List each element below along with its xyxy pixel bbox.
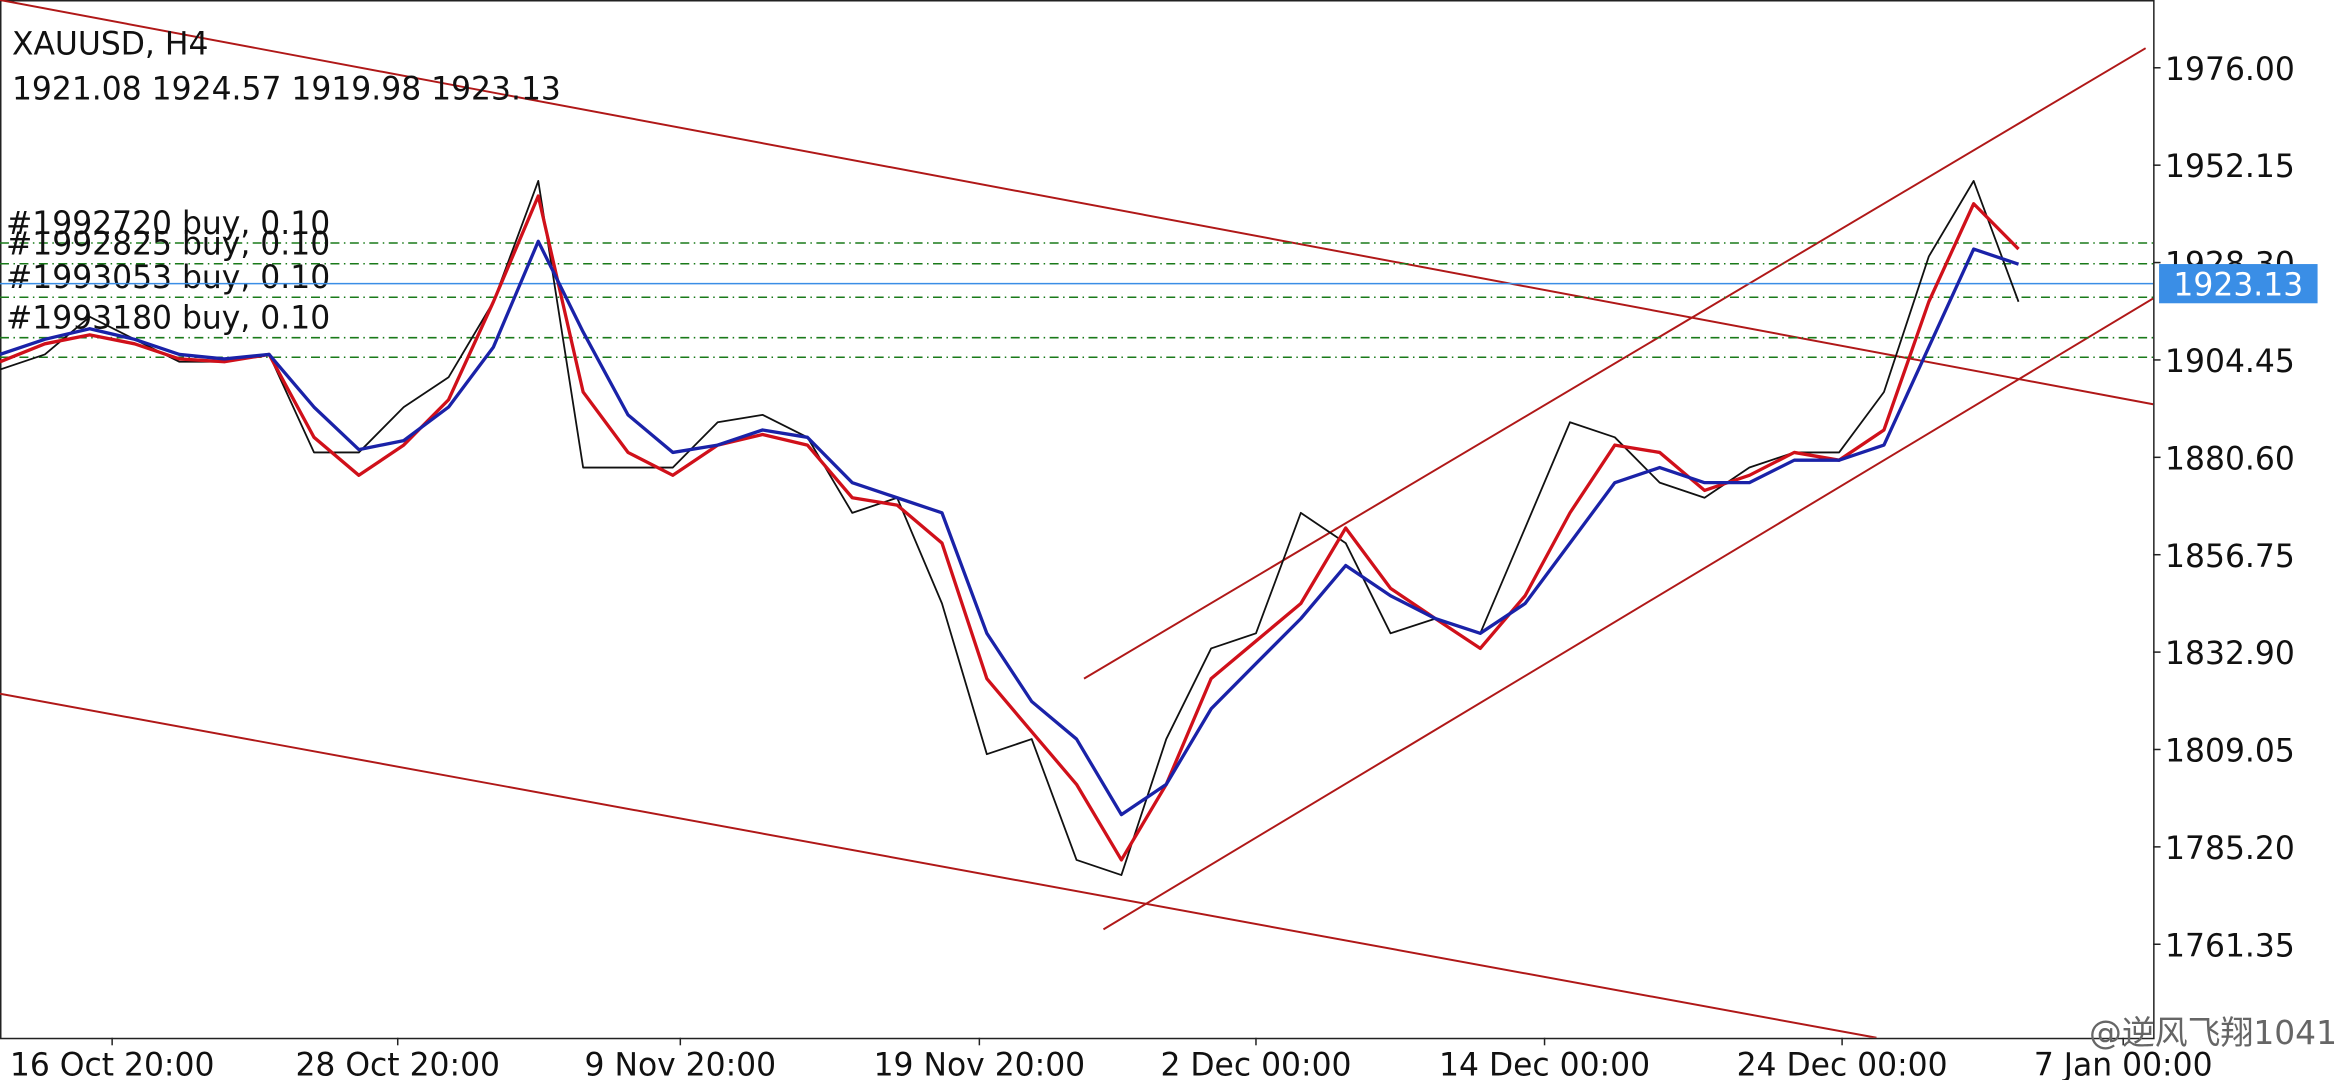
x-tick-label: 7 Jan 00:00 bbox=[2034, 1047, 2213, 1080]
order-label: #1993180 buy, 0.10 bbox=[6, 301, 330, 337]
watermark: @逆风飞翔1041 bbox=[2089, 1013, 2337, 1052]
x-tick-label: 14 Dec 00:00 bbox=[1439, 1047, 1650, 1080]
x-tick-label: 28 Oct 20:00 bbox=[295, 1047, 500, 1080]
y-tick-label: 1809.05 bbox=[2165, 733, 2295, 769]
y-tick-label: 1761.35 bbox=[2165, 928, 2295, 964]
y-tick-label: 1832.90 bbox=[2165, 636, 2295, 672]
chart-title: XAUUSD, H4 bbox=[12, 26, 208, 62]
y-tick-label: 1856.75 bbox=[2165, 539, 2295, 575]
series-line bbox=[0, 239, 2020, 817]
y-tick-label: 1880.60 bbox=[2165, 441, 2295, 477]
x-tick-label: 16 Oct 20:00 bbox=[10, 1047, 215, 1080]
last-price-box bbox=[2159, 264, 2318, 304]
order-label: #1992825 buy, 0.10 bbox=[6, 227, 330, 263]
y-tick-label: 1785.20 bbox=[2165, 831, 2295, 867]
x-tick-label: 9 Nov 20:00 bbox=[585, 1047, 777, 1080]
chart-subtitle: 1921.08 1924.57 1919.98 1923.13 bbox=[12, 71, 561, 107]
series-line bbox=[0, 179, 2020, 876]
y-tick-label: 1952.15 bbox=[2165, 149, 2295, 185]
plot-frame bbox=[0, 0, 2155, 1040]
x-tick-label: 19 Nov 20:00 bbox=[874, 1047, 1086, 1080]
trendline bbox=[1102, 297, 2154, 931]
trendline bbox=[1083, 47, 2147, 680]
x-tick-label: 24 Dec 00:00 bbox=[1737, 1047, 1948, 1080]
trendline bbox=[0, 0, 2154, 406]
last-price-label: 1923.13 bbox=[2173, 268, 2303, 304]
order-label: #1993053 buy, 0.10 bbox=[6, 260, 330, 296]
y-tick-label: 1976.00 bbox=[2165, 52, 2295, 88]
order-label: #1992720 buy, 0.10 bbox=[6, 206, 330, 242]
trendline bbox=[0, 692, 1877, 1038]
x-tick-label: 2 Dec 00:00 bbox=[1160, 1047, 1351, 1080]
series-line bbox=[0, 194, 2020, 862]
y-tick-label: 1904.45 bbox=[2165, 344, 2295, 380]
